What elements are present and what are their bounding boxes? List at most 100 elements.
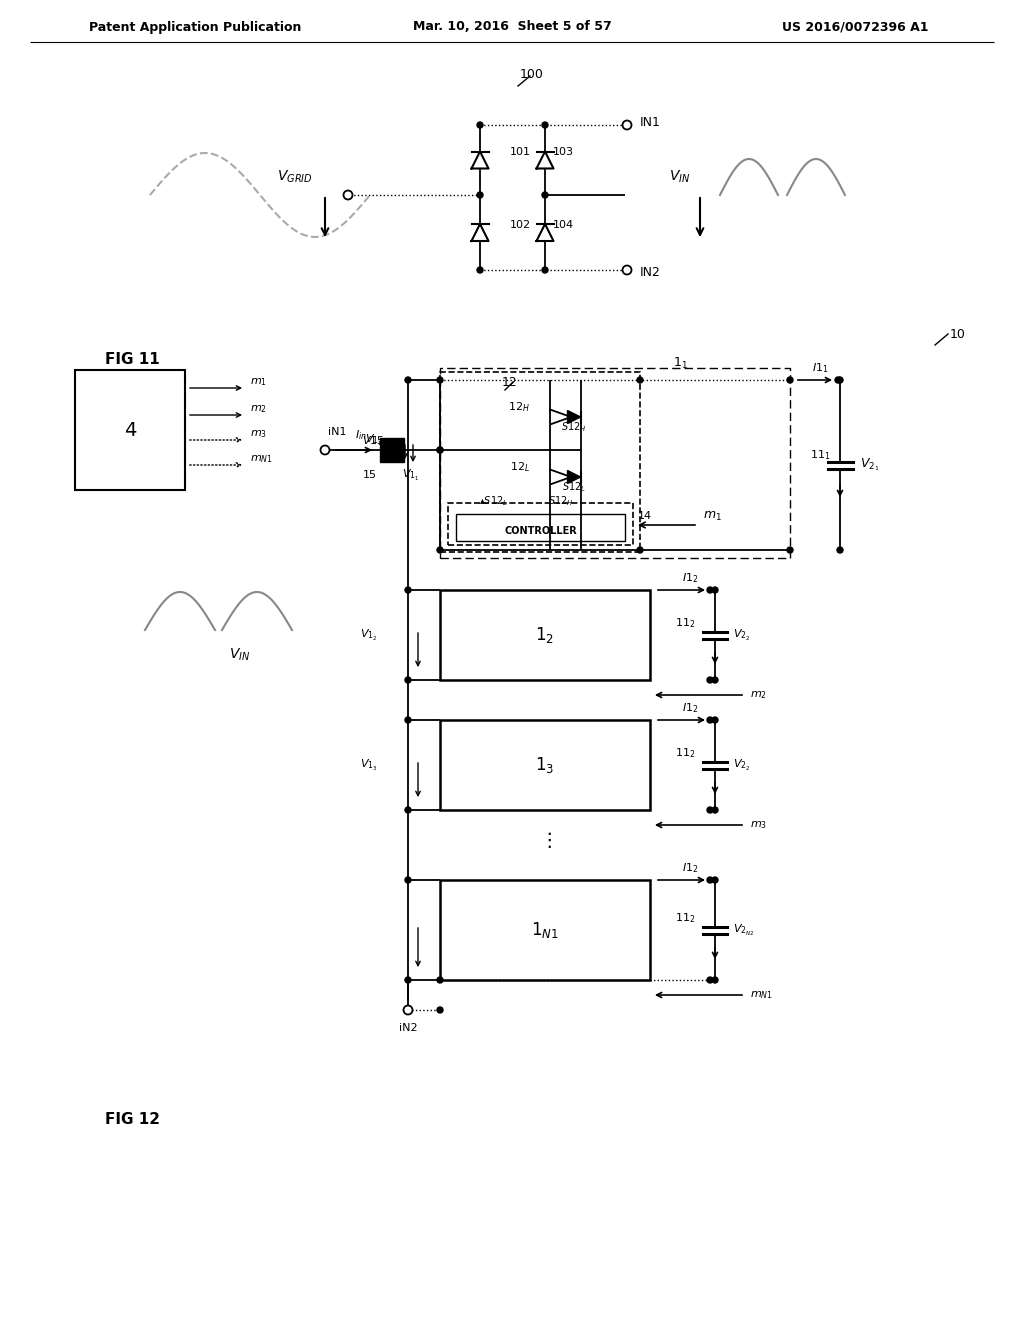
Text: Mar. 10, 2016  Sheet 5 of 57: Mar. 10, 2016 Sheet 5 of 57 — [413, 21, 611, 33]
Text: $V_{2_2}$: $V_{2_2}$ — [733, 627, 751, 643]
Text: CONTROLLER: CONTROLLER — [504, 525, 577, 536]
Text: $m_{N1}$: $m_{N1}$ — [750, 989, 773, 1001]
Text: $12_L$: $12_L$ — [510, 461, 530, 474]
Text: 104: 104 — [553, 219, 574, 230]
Text: $S12_L$: $S12_L$ — [562, 480, 586, 495]
Circle shape — [835, 378, 841, 383]
Circle shape — [787, 378, 793, 383]
Circle shape — [623, 265, 632, 275]
Circle shape — [477, 267, 483, 273]
Bar — [449, 503, 633, 545]
Text: FIG 12: FIG 12 — [105, 1113, 160, 1127]
Text: $I1_2$: $I1_2$ — [682, 572, 698, 585]
Bar — [456, 513, 625, 541]
Circle shape — [321, 446, 330, 454]
Text: $V_{1_1}$: $V_{1_1}$ — [402, 467, 420, 483]
Text: $11_2$: $11_2$ — [675, 616, 695, 630]
Text: $m_2$: $m_2$ — [250, 403, 267, 414]
Circle shape — [343, 190, 352, 199]
Circle shape — [712, 977, 718, 983]
Circle shape — [406, 876, 411, 883]
Circle shape — [437, 378, 443, 383]
Text: $V_{1_2}$: $V_{1_2}$ — [360, 627, 378, 643]
Polygon shape — [537, 152, 554, 169]
Circle shape — [837, 378, 843, 383]
Polygon shape — [567, 470, 581, 483]
Text: FIG 11: FIG 11 — [105, 352, 160, 367]
Text: $V_{IN}$: $V_{IN}$ — [670, 169, 691, 185]
Circle shape — [707, 807, 713, 813]
Circle shape — [707, 977, 713, 983]
Circle shape — [712, 677, 718, 682]
Circle shape — [477, 191, 483, 198]
Text: $I_{in}$: $I_{in}$ — [355, 428, 367, 442]
Text: 100: 100 — [520, 69, 544, 82]
Text: $m_3$: $m_3$ — [250, 428, 267, 440]
Text: $m_1$: $m_1$ — [250, 376, 267, 388]
Bar — [440, 719, 650, 810]
Text: $m_{N1}$: $m_{N1}$ — [250, 453, 273, 465]
Text: $V_{IN}$: $V_{IN}$ — [229, 647, 251, 663]
Circle shape — [542, 121, 548, 128]
Circle shape — [437, 977, 443, 983]
Text: 14: 14 — [638, 511, 652, 521]
Circle shape — [712, 587, 718, 593]
Text: $m_2$: $m_2$ — [750, 689, 767, 701]
Text: iN1: iN1 — [328, 426, 346, 437]
Text: $V_{1_3}$: $V_{1_3}$ — [360, 758, 378, 772]
Text: $V15$: $V15$ — [362, 434, 385, 446]
Circle shape — [406, 677, 411, 682]
Bar — [440, 880, 650, 979]
Circle shape — [437, 447, 443, 453]
Text: 4: 4 — [124, 421, 136, 440]
Bar — [380, 438, 404, 462]
Polygon shape — [537, 224, 554, 242]
Circle shape — [437, 447, 443, 453]
Text: 10: 10 — [950, 329, 966, 342]
Text: $11_2$: $11_2$ — [675, 911, 695, 925]
Circle shape — [406, 807, 411, 813]
Circle shape — [787, 546, 793, 553]
Circle shape — [712, 717, 718, 723]
Text: $1_{N1}$: $1_{N1}$ — [531, 920, 559, 940]
Text: $11_2$: $11_2$ — [675, 746, 695, 760]
Text: $V_{2_{N2}}$: $V_{2_{N2}}$ — [733, 923, 755, 937]
Text: $11_1$: $11_1$ — [810, 447, 830, 462]
Text: $V_{1_1}$: $V_{1_1}$ — [366, 433, 383, 447]
Text: $I1_2$: $I1_2$ — [682, 701, 698, 715]
Circle shape — [707, 717, 713, 723]
Circle shape — [403, 1006, 413, 1015]
Circle shape — [707, 587, 713, 593]
Circle shape — [637, 378, 643, 383]
Circle shape — [542, 191, 548, 198]
Text: $12_H$: $12_H$ — [508, 400, 530, 414]
Text: $V_{2_1}$: $V_{2_1}$ — [860, 457, 880, 474]
Circle shape — [477, 121, 483, 128]
Text: Patent Application Publication: Patent Application Publication — [89, 21, 301, 33]
Bar — [440, 368, 790, 558]
Circle shape — [406, 378, 411, 383]
Text: $1_2$: $1_2$ — [536, 624, 555, 645]
Text: $S12_H$: $S12_H$ — [561, 421, 587, 434]
Text: $I1_1$: $I1_1$ — [812, 362, 828, 375]
Polygon shape — [567, 411, 581, 424]
Circle shape — [623, 120, 632, 129]
Circle shape — [542, 267, 548, 273]
Polygon shape — [471, 152, 488, 169]
Text: 12: 12 — [502, 375, 518, 388]
Circle shape — [406, 717, 411, 723]
Circle shape — [837, 546, 843, 553]
Text: IN2: IN2 — [640, 267, 660, 280]
Text: $1_3$: $1_3$ — [536, 755, 555, 775]
Text: IN1: IN1 — [640, 116, 660, 128]
Text: 15: 15 — [362, 470, 377, 480]
Text: 101: 101 — [510, 147, 531, 157]
Circle shape — [707, 677, 713, 682]
Text: iN2: iN2 — [398, 1023, 418, 1034]
Bar — [75, 370, 185, 490]
Text: $1_1$: $1_1$ — [673, 355, 687, 371]
Text: $m_1$: $m_1$ — [703, 510, 722, 523]
Circle shape — [437, 546, 443, 553]
Circle shape — [406, 977, 411, 983]
Circle shape — [637, 546, 643, 553]
